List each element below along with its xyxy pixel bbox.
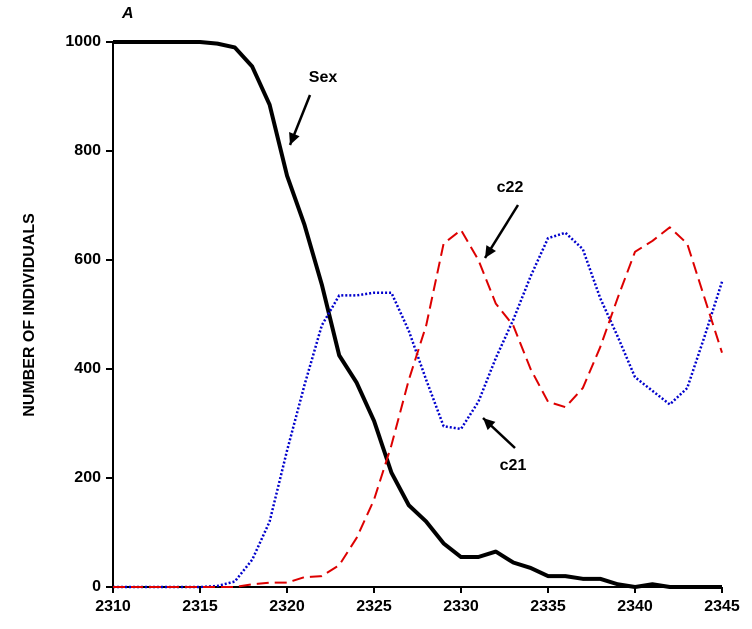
x-tick-label: 2345 bbox=[704, 598, 740, 615]
chart-title: A bbox=[121, 5, 134, 22]
arrow-head bbox=[485, 245, 496, 258]
x-tick-label: 2335 bbox=[530, 598, 566, 615]
x-tick-label: 2325 bbox=[356, 598, 392, 615]
arrow-head bbox=[483, 418, 496, 431]
y-tick-label: 200 bbox=[74, 469, 101, 486]
series-label: c22 bbox=[497, 179, 524, 196]
arrow-head bbox=[289, 132, 300, 145]
series-line bbox=[113, 231, 724, 589]
x-tick-label: 2310 bbox=[95, 598, 131, 615]
y-axis-label: NUMBER OF INDIVIDUALS bbox=[21, 213, 38, 417]
series-line bbox=[113, 40, 722, 589]
y-tick-label: 800 bbox=[74, 142, 101, 159]
x-tick-label: 2330 bbox=[443, 598, 479, 615]
x-tick-label: 2340 bbox=[617, 598, 653, 615]
x-tick-label: 2320 bbox=[269, 598, 305, 615]
series-label: Sex bbox=[309, 69, 338, 86]
y-tick-label: 400 bbox=[74, 360, 101, 377]
series-line bbox=[113, 226, 723, 588]
y-tick-label: 1000 bbox=[65, 33, 101, 50]
series-label: c21 bbox=[500, 457, 527, 474]
y-tick-label: 600 bbox=[74, 251, 101, 268]
y-tick-label: 0 bbox=[92, 578, 101, 595]
x-tick-label: 2315 bbox=[182, 598, 218, 615]
